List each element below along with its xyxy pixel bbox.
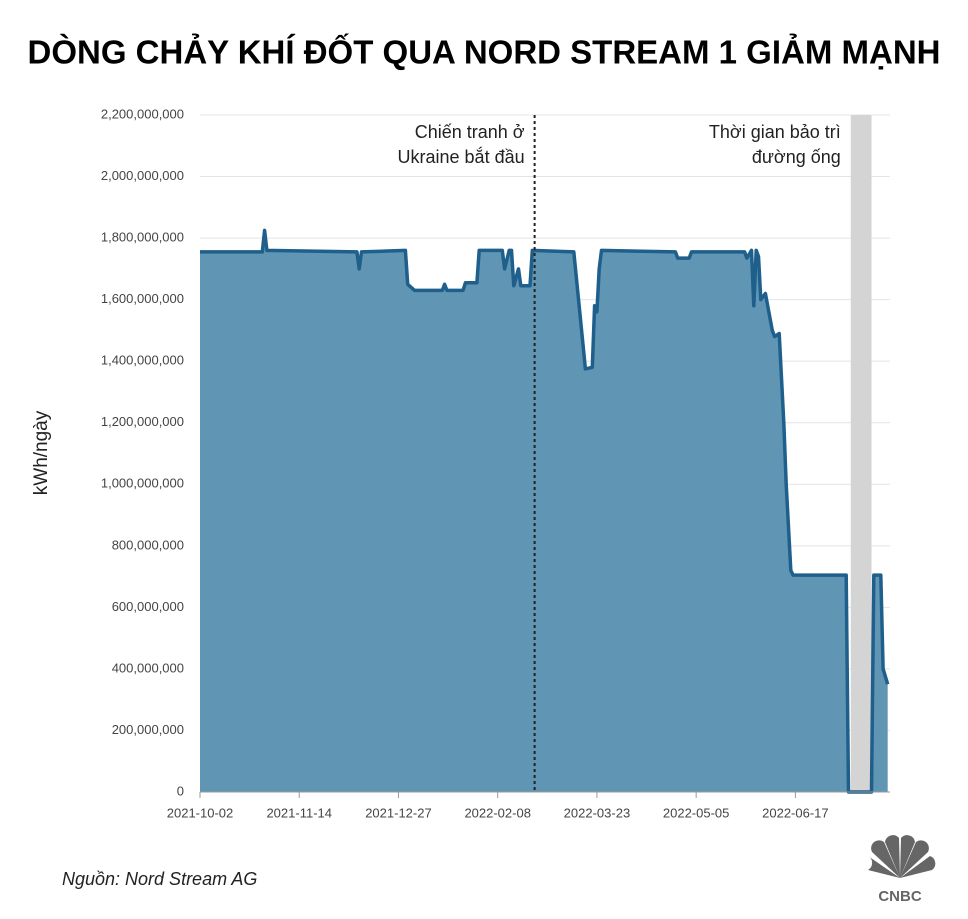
y-tick-label: 1,600,000,000 xyxy=(101,291,184,306)
x-tick-label: 2022-03-23 xyxy=(564,805,631,820)
area xyxy=(200,230,888,792)
annotation: Thời gian bảo trì xyxy=(709,122,841,142)
logo-peacock xyxy=(868,835,936,878)
y-tick-label: 2,000,000,000 xyxy=(101,168,184,183)
y-tick-label: 2,200,000,000 xyxy=(101,106,184,121)
annotation: đường ống xyxy=(752,147,841,167)
annotation: Chiến tranh ở xyxy=(415,122,525,142)
chart-title: DÒNG CHẢY KHÍ ĐỐT QUA NORD STREAM 1 GIẢM… xyxy=(27,33,940,71)
x-tick-label: 2022-06-17 xyxy=(762,805,829,820)
logo-text: CNBC xyxy=(878,888,921,905)
x-tick-label: 2021-10-02 xyxy=(167,805,234,820)
annotation: Ukraine bắt đầu xyxy=(398,146,525,167)
y-tick-label: 1,400,000,000 xyxy=(101,353,184,368)
y-tick-label: 1,800,000,000 xyxy=(101,230,184,245)
logo: CNBC xyxy=(868,835,936,905)
y-tick-label: 200,000,000 xyxy=(112,722,184,737)
line xyxy=(200,228,890,794)
y-tick-label: 600,000,000 xyxy=(112,599,184,614)
y-tick-label: 0 xyxy=(177,783,184,798)
x-tick-label: 2021-11-14 xyxy=(266,805,332,820)
x-tick-label: 2022-02-08 xyxy=(464,805,531,820)
y-tick-label: 800,000,000 xyxy=(112,537,184,552)
y-tick-label: 1,000,000,000 xyxy=(101,476,184,491)
x-tick-label: 2021-12-27 xyxy=(365,805,432,820)
x-tick-label: 2022-05-05 xyxy=(663,805,730,820)
source: Nguồn: Nord Stream AG xyxy=(62,869,257,889)
y-tick-label: 1,200,000,000 xyxy=(101,414,184,429)
y-tick-label: 400,000,000 xyxy=(112,660,184,675)
maintenance-span xyxy=(850,115,872,792)
y-axis-label: kWh/ngày xyxy=(31,410,52,495)
